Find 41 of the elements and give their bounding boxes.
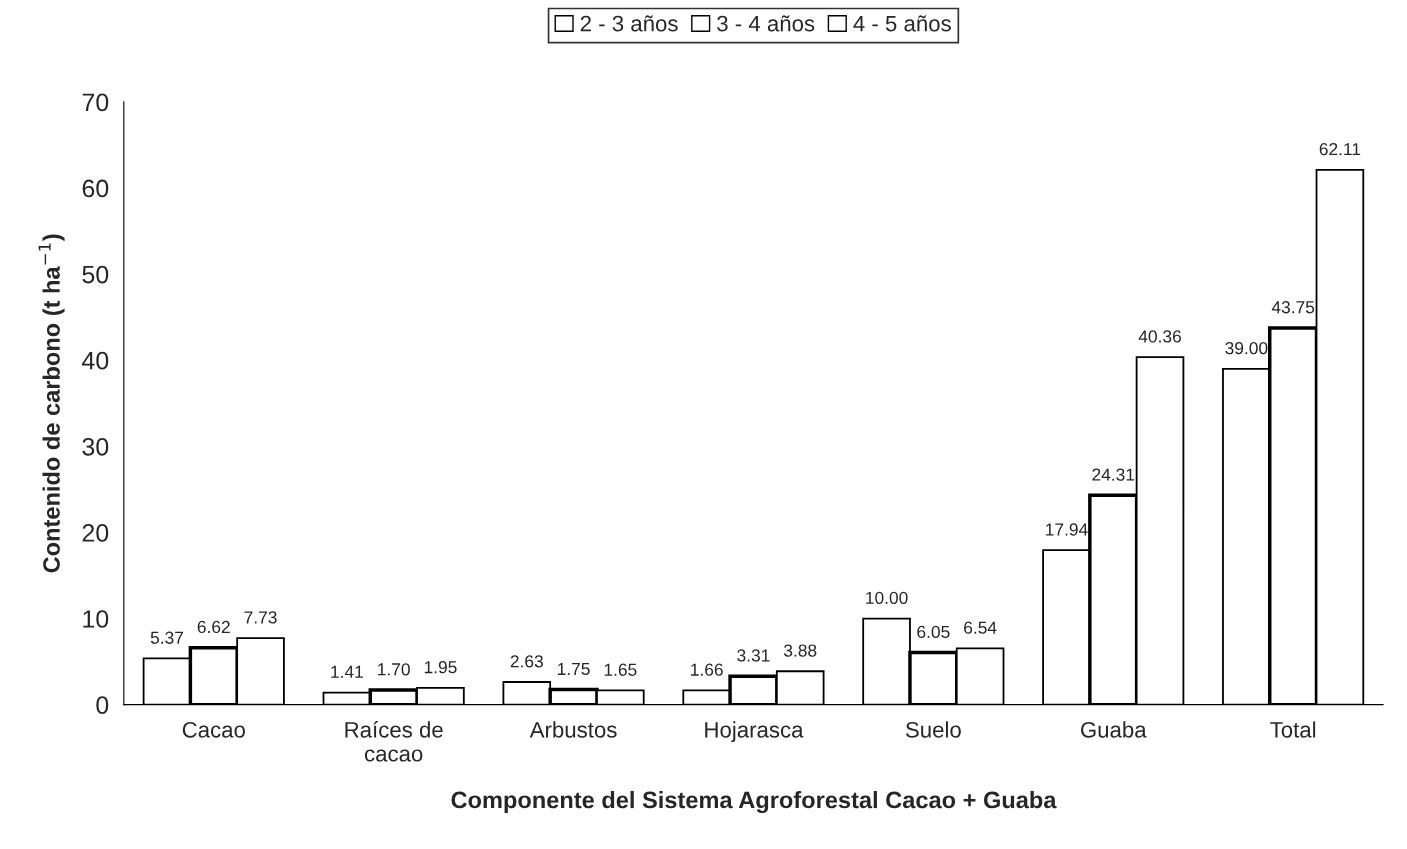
y-tick-label: 70	[82, 93, 109, 112]
data-label: 1.41	[331, 665, 363, 678]
data-label: 6.05	[917, 625, 950, 639]
y-tick-label: 20	[82, 524, 109, 542]
data-label: 7.73	[244, 611, 277, 624]
y-tick-label: 10	[83, 610, 109, 628]
y-tick-label: 60	[82, 179, 109, 198]
x-tick-label: Arbustos	[529, 721, 617, 738]
data-label: 40.36	[1138, 330, 1181, 343]
legend-label: 3 - 4 años	[717, 15, 815, 32]
data-label: 6.62	[197, 620, 230, 634]
y-axis-title: Contenido de carbono (t ha$^{−1}$)	[38, 234, 65, 573]
legend-label: 4 - 5 años	[853, 15, 951, 32]
data-label: 3.31	[737, 649, 770, 662]
data-label: 3.88	[783, 644, 817, 657]
data-label: 43.75	[1271, 301, 1315, 314]
data-label: 39.00	[1225, 341, 1268, 355]
x-axis-title: Componente del Sistema Agroforestal Cacao + Guaba	[451, 790, 1057, 814]
legend-label: 2 - 3 años	[580, 15, 678, 32]
y-tick-label: 50	[82, 265, 109, 284]
y-tick-label: 0	[96, 696, 109, 714]
data-label: 24.31	[1092, 468, 1135, 481]
data-label: 5.37	[150, 631, 184, 644]
data-label: 62.11	[1319, 142, 1361, 156]
data-label: 1.95	[424, 661, 457, 674]
data-label: 1.75	[557, 662, 590, 676]
data-label: 1.65	[604, 663, 637, 676]
y-tick-label: 40	[82, 351, 109, 370]
data-label: 17.94	[1046, 523, 1088, 536]
y-tick-label: 30	[82, 437, 109, 456]
x-tick-label: Total	[1270, 721, 1316, 738]
data-label: 1.70	[378, 663, 410, 676]
data-label: 6.54	[964, 621, 997, 634]
data-label: 10.00	[866, 591, 908, 605]
x-tick-label: Hojarasca	[705, 721, 804, 743]
x-tick-label: Cacao	[182, 721, 245, 738]
data-label: 2.63	[510, 655, 543, 668]
x-tick-label: Raíces de cacao	[345, 721, 443, 762]
x-tick-label: Guaba	[1081, 721, 1147, 738]
x-tick-label: Suelo	[905, 721, 961, 738]
data-label: 1.66	[691, 663, 723, 676]
